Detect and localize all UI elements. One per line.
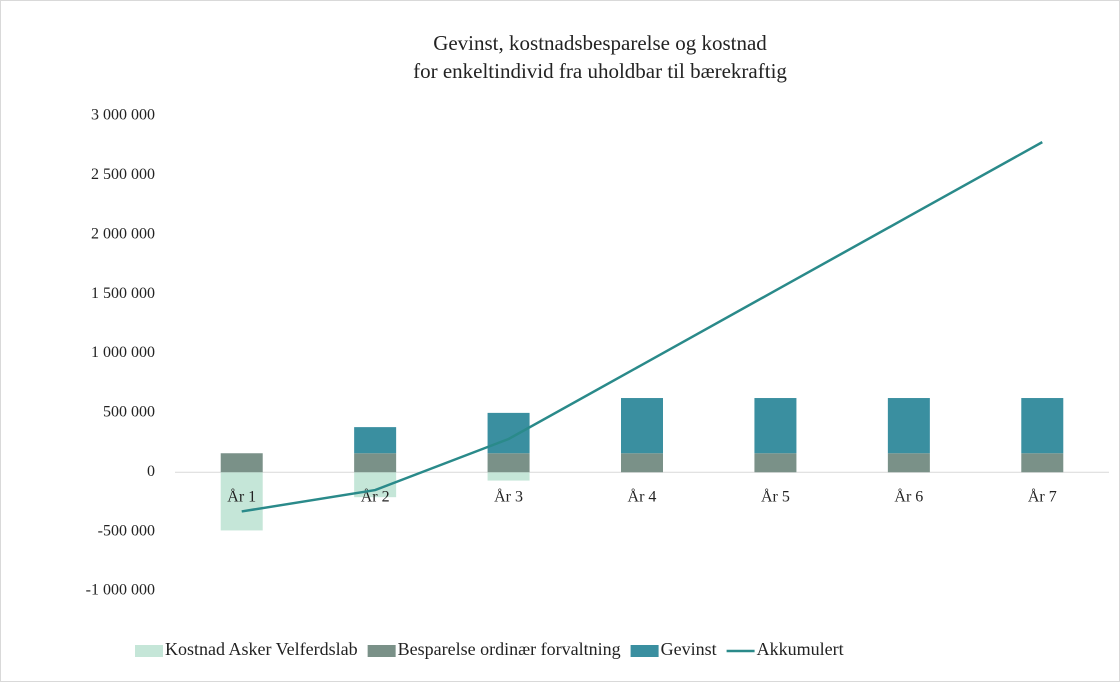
bar [621,398,663,454]
bar [354,427,397,454]
bar [354,453,397,473]
bar [487,472,530,481]
legend-swatch [630,645,659,657]
y-tick-label: 1 500 000 [91,285,155,302]
bar [754,453,797,473]
x-tick-label: År 4 [628,488,657,506]
x-tick-label: År 1 [227,488,256,506]
legend-label: Kostnad Asker Velferdslab [165,639,358,659]
y-tick-label: 2 000 000 [91,225,155,242]
bar [887,398,930,454]
y-tick-label: 1 000 000 [91,344,155,361]
y-tick-label: 0 [147,463,155,480]
bar [220,472,263,531]
line [241,141,1043,513]
chart-subtitle: for enkeltindivid fra uholdbar til bærek… [413,59,787,83]
x-tick-label: År 7 [1028,488,1057,506]
legend-swatch [135,645,163,657]
bar [887,453,930,473]
x-tick-label: År 5 [761,488,790,506]
y-tick-label: -500 000 [98,522,155,539]
bar [487,412,530,454]
x-tick-label: År 3 [494,488,523,506]
y-tick-label: 3 000 000 [91,107,155,124]
y-tick-label: 2 500 000 [91,166,155,183]
bar [1021,453,1064,473]
legend-label: Gevinst [661,639,717,659]
legend-label: Akkumulert [757,639,844,659]
bar [487,453,530,473]
y-tick-label: 500 000 [103,404,155,421]
x-tick-label: År 6 [894,488,923,506]
legend-swatch [367,645,396,657]
bar [220,453,263,473]
legend-label: Besparelse ordinær forvaltning [398,639,621,659]
y-tick-label: -1 000 000 [86,582,155,599]
bar [1021,398,1064,454]
bar [621,453,663,473]
chart-title: Gevinst, kostnadsbesparelse og kostnad [433,31,767,55]
bar [754,398,797,454]
